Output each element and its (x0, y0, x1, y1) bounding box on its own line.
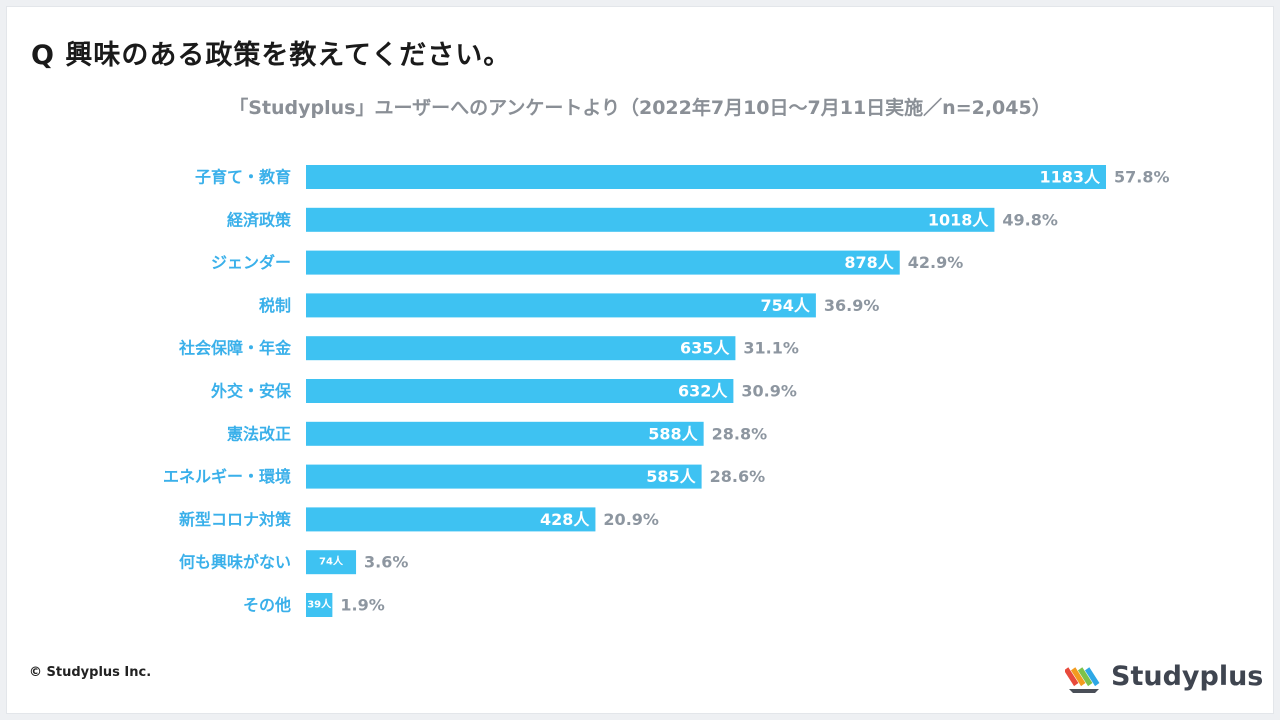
slide: Q 興味のある政策を教えてください。 「Studyplus」ユーザーへのアンケー… (6, 6, 1274, 714)
copyright: © Studyplus Inc. (29, 665, 152, 680)
percent-label: 3.6% (364, 553, 408, 572)
count-label: 754人 (760, 296, 810, 315)
bar[interactable] (306, 293, 816, 318)
category-label: エネルギー・環境 (163, 467, 291, 486)
bar[interactable] (306, 550, 357, 575)
percent-label: 57.8% (1114, 168, 1170, 187)
bar[interactable] (306, 421, 704, 446)
count-label: 74人 (319, 555, 344, 568)
studyplus-logo[interactable]: Studyplus (1065, 653, 1263, 701)
bar-chart: 子育て・教育 1183人 57.8% 経済政策 1018人 49.8% ジェンダー 878人 4… (163, 165, 1170, 617)
count-label: 632人 (678, 382, 728, 401)
bar[interactable] (306, 379, 734, 403)
percent-label: 28.6% (710, 467, 766, 486)
category-label: 憲法改正 (227, 424, 291, 443)
percent-label: 31.1% (743, 339, 799, 358)
bar[interactable] (306, 507, 596, 532)
category-label: その他 (243, 596, 291, 615)
category-label: 外交・安保 (210, 382, 292, 401)
chart-subtitle: 「Studyplus」ユーザーへのアンケートより（2022年7月10日〜7月11… (229, 97, 1051, 119)
percent-label: 49.8% (1002, 210, 1058, 229)
category-label: 何も興味がない (179, 553, 291, 572)
bar[interactable] (306, 593, 333, 617)
percent-label: 36.9% (824, 296, 880, 315)
percent-label: 1.9% (340, 596, 384, 615)
percent-label: 30.9% (741, 382, 797, 401)
percent-label: 42.9% (908, 253, 964, 272)
category-label: ジェンダー (211, 253, 291, 272)
category-label: 新型コロナ対策 (179, 510, 292, 529)
bar[interactable] (306, 336, 736, 361)
count-label: 1183人 (1039, 168, 1101, 187)
category-label: 経済政策 (227, 210, 292, 229)
count-label: 588人 (648, 424, 698, 443)
percent-label: 20.9% (603, 510, 659, 529)
count-label: 1018人 (928, 210, 990, 229)
bar[interactable] (306, 165, 1106, 189)
count-label: 39人 (307, 598, 332, 611)
count-label: 428人 (540, 510, 590, 529)
category-label: 社会保障・年金 (178, 339, 292, 358)
bar[interactable] (306, 464, 702, 489)
studyplus-logo-text: Studyplus (1111, 661, 1264, 692)
category-label: 子育て・教育 (195, 168, 291, 187)
percent-label: 28.8% (712, 424, 768, 443)
count-label: 585人 (646, 467, 696, 486)
count-label: 635人 (680, 339, 730, 358)
bar[interactable] (306, 250, 900, 275)
page-title: Q 興味のある政策を教えてください。 (31, 40, 512, 71)
category-label: 税制 (259, 296, 291, 315)
bar[interactable] (306, 207, 995, 232)
count-label: 878人 (844, 253, 894, 272)
studyplus-logo-icon (1065, 667, 1100, 693)
